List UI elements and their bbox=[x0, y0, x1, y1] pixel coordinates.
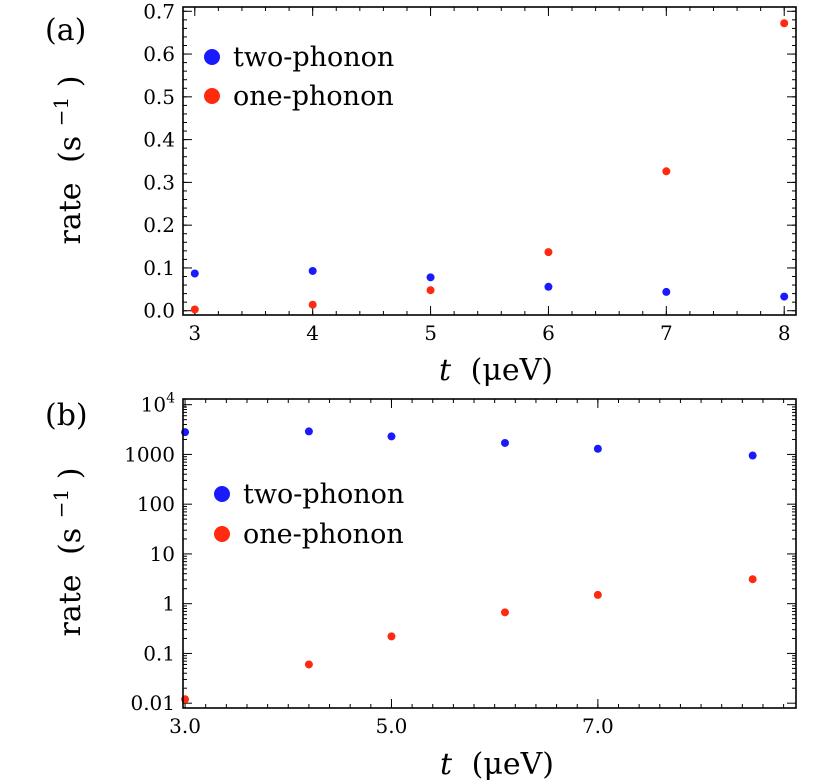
panel-b-xlabel-var: t bbox=[440, 747, 453, 782]
x-tick-label: 5.0 bbox=[376, 714, 408, 738]
x-tick-label: 3.0 bbox=[169, 714, 201, 738]
panel-a-legend-one-phonon-label: one-phonon bbox=[233, 81, 394, 112]
y-tick-label: 0.1 bbox=[143, 256, 175, 280]
x-tick-label: 6 bbox=[542, 321, 555, 345]
one-phonon-point bbox=[426, 286, 435, 295]
y-tick-label: 0.0 bbox=[143, 299, 175, 323]
one-phonon-point bbox=[544, 248, 553, 257]
one-phonon-point bbox=[190, 305, 199, 314]
x-tick-label: 5 bbox=[424, 321, 437, 345]
x-tick-label: 7.0 bbox=[582, 714, 614, 738]
panel-b-ylabel-unit-close: ) bbox=[53, 468, 88, 480]
one-phonon-point bbox=[593, 590, 602, 599]
panel-b-xlabel-unit: (μeV) bbox=[472, 747, 554, 782]
panel-a-legend-two-phonon-label: two-phonon bbox=[233, 42, 394, 73]
panel-b-ylabel-text: rate bbox=[53, 574, 88, 636]
panel-b-legend-one-phonon-label: one-phonon bbox=[243, 519, 404, 550]
x-tick-label: 8 bbox=[778, 321, 791, 345]
two-phonon-point bbox=[190, 269, 199, 278]
panel-b-legend-two-phonon-label: two-phonon bbox=[243, 479, 404, 510]
svg-text:rate (s −1: rate (s −1 ) bbox=[41, 468, 88, 637]
two-phonon-point bbox=[304, 427, 313, 436]
panel-b-y-axis-title: rate (s −1 ) bbox=[41, 468, 88, 637]
two-phonon-point bbox=[426, 273, 435, 282]
panel-b-label: (b) bbox=[45, 398, 88, 433]
panel-b-ylabel-unit-open: (s bbox=[53, 528, 88, 555]
panel-a-ylabel-unit-close: ) bbox=[53, 76, 88, 88]
y-tick-label: 0.01 bbox=[130, 691, 175, 715]
two-phonon-point bbox=[593, 444, 602, 453]
one-phonon-point bbox=[500, 608, 509, 617]
panel-a-x-axis-title: t (μeV) bbox=[439, 353, 553, 388]
x-tick-label: 3 bbox=[188, 321, 201, 345]
y-tick-label: 0.3 bbox=[143, 170, 175, 194]
panel-a-ylabel-text: rate bbox=[53, 182, 88, 244]
panel-b-points bbox=[181, 427, 757, 704]
panel-a-ylabel-unit-open: (s bbox=[53, 136, 88, 163]
panel-a-xlabel-unit: (μeV) bbox=[471, 353, 553, 388]
one-phonon-point bbox=[780, 19, 789, 28]
two-phonon-point bbox=[544, 282, 553, 291]
one-phonon-point bbox=[308, 300, 317, 309]
panel-a-ylabel-exp: −1 bbox=[49, 97, 73, 126]
two-phonon-point bbox=[748, 451, 757, 460]
panel-a-xlabel-var: t bbox=[439, 353, 452, 388]
two-phonon-point bbox=[500, 438, 509, 447]
two-phonon-point bbox=[387, 432, 396, 441]
two-phonon-point bbox=[308, 266, 317, 275]
panel-b-legend: two-phonon one-phonon bbox=[214, 479, 404, 550]
y-tick-label: 0.2 bbox=[143, 213, 175, 237]
y-tick-label: 0.4 bbox=[143, 128, 175, 152]
panel-b-ylabel-exp: −1 bbox=[49, 489, 73, 518]
panel-a-tick-labels: 3 4 5 6 7 8 0.0 0.1 0.2 0.3 0.4 0.5 0.6 0.7 bbox=[143, 0, 790, 345]
one-phonon-point bbox=[304, 660, 313, 669]
two-phonon-point bbox=[780, 292, 789, 301]
y-tick-label: 1000 bbox=[124, 442, 175, 466]
panel-a-legend: two-phonon one-phonon bbox=[204, 42, 394, 112]
panel-b: (b) rate (s −1 ) t (μeV) 3.0 5.0 7.0 0.01 0.… bbox=[41, 391, 797, 782]
y-tick-label: 10 bbox=[150, 542, 175, 566]
panel-a: (a) rate (s −1 ) t (μeV) 3 4 5 6 7 8 0.0 0.1 0.2… bbox=[41, 0, 797, 388]
y-tick-label: 1 bbox=[162, 592, 175, 616]
panel-b-legend-two-phonon-marker bbox=[214, 486, 230, 502]
x-tick-label: 7 bbox=[660, 321, 673, 345]
panel-a-frame bbox=[182, 6, 797, 316]
y-tick-label: 0.6 bbox=[143, 42, 175, 66]
panel-a-points bbox=[190, 19, 789, 314]
panel-a-label: (a) bbox=[45, 13, 86, 48]
panel-b-x-axis-title: t (μeV) bbox=[440, 747, 554, 782]
panel-b-tick-labels: 3.0 5.0 7.0 0.01 0.1 1 10 100 1000 104 bbox=[124, 391, 614, 738]
panel-b-legend-one-phonon-marker bbox=[214, 526, 230, 542]
panel-a-legend-one-phonon-marker bbox=[204, 88, 220, 104]
svg-text:rate (s −1: rate (s −1 ) bbox=[41, 76, 88, 245]
y-tick-label: 104 bbox=[141, 391, 175, 417]
panel-b-frame bbox=[182, 398, 797, 709]
two-phonon-point bbox=[662, 287, 671, 296]
one-phonon-point bbox=[748, 575, 757, 584]
panel-a-legend-two-phonon-marker bbox=[204, 49, 220, 65]
y-tick-label: 0.1 bbox=[143, 641, 175, 665]
x-tick-label: 4 bbox=[306, 321, 319, 345]
y-tick-label: 100 bbox=[137, 492, 175, 516]
panel-b-ticks bbox=[183, 399, 796, 708]
y-tick-label: 0.7 bbox=[143, 0, 175, 23]
one-phonon-point bbox=[662, 167, 671, 176]
one-phonon-point bbox=[387, 632, 396, 641]
panel-a-y-axis-title: rate (s −1 ) bbox=[41, 76, 88, 245]
y-tick-label: 0.5 bbox=[143, 85, 175, 109]
